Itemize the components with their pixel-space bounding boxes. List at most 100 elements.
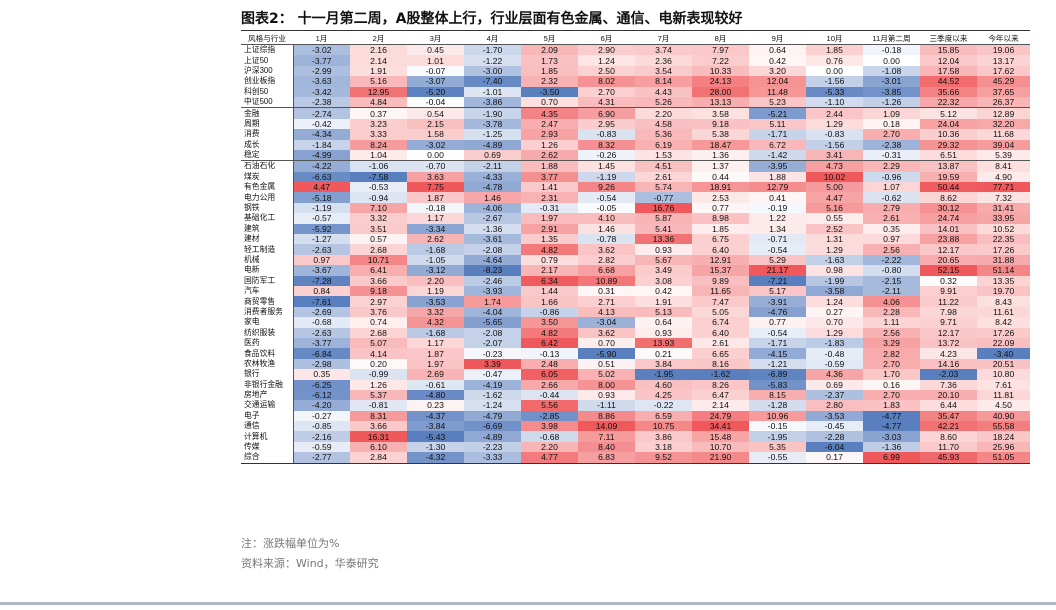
value-cell: 21.17 [749,265,806,276]
value-cell: -1.24 [464,400,521,411]
value-cell: 3.51 [350,223,407,235]
value-cell: -4.77 [863,410,920,422]
value-cell: -0.26 [578,149,635,162]
value-cell: -0.54 [749,327,806,338]
value-cell: 0.79 [521,254,578,266]
value-cell: -4.64 [464,254,521,266]
value-cell: 0.42 [749,55,806,66]
value-cell: -6.69 [464,421,521,432]
value-cell: 2.15 [407,118,464,130]
value-cell: -4.20 [293,400,350,411]
value-cell: 1.45 [578,160,635,172]
value-cell: 8.86 [578,410,635,422]
value-cell: 2.84 [350,452,407,464]
value-cell: 29.32 [920,139,977,150]
value-cell: 0.18 [863,118,920,130]
value-cell: 2.09 [521,44,578,56]
value-cell: 0.31 [578,285,635,297]
value-cell: -2.85 [521,410,578,422]
value-cell: 8.43 [977,296,1030,307]
value-cell: 40.90 [977,410,1030,422]
value-cell: 55.58 [977,421,1030,432]
value-cell: -2.38 [293,96,350,109]
row-label: 机械 [241,254,294,266]
value-cell: -0.19 [749,202,806,214]
value-cell: -3.02 [407,139,464,150]
value-cell: 13.72 [920,337,977,349]
value-cell: 7.61 [977,379,1030,390]
value-cell: 3.63 [407,171,464,183]
value-cell: 13.17 [977,55,1030,66]
value-cell: 0.23 [407,400,464,411]
value-cell: 30.12 [920,202,977,214]
value-cell: 2.20 [635,107,692,119]
value-cell: 3.58 [692,107,749,119]
value-cell: -3.33 [464,452,521,464]
table-row: 电子 -0.27 8.31 -4.37 -4.79 -2.85 8.86 6.59 24.79 1… [241,410,1030,422]
value-cell: 24.74 [920,213,977,224]
value-cell: 1.91 [635,296,692,307]
value-cell: 19.06 [977,44,1030,56]
value-cell: -5.43 [407,431,464,442]
value-cell: -1.95 [749,431,806,442]
value-cell: 35.47 [920,410,977,422]
value-cell: 9.89 [692,275,749,286]
value-cell: 12.17 [920,244,977,255]
value-cell: 1.36 [692,149,749,162]
value-cell: 4.50 [977,400,1030,411]
column-header: 7月 [635,33,692,45]
value-cell: -2.08 [464,244,521,255]
value-cell: -1.28 [749,400,806,411]
value-cell: 4.77 [521,452,578,464]
value-cell: 9.18 [692,118,749,130]
value-cell: -4.89 [464,431,521,442]
value-cell: -3.00 [464,65,521,77]
value-cell: 9.52 [635,452,692,464]
value-cell: 14.01 [920,223,977,235]
value-cell: 17.26 [977,327,1030,338]
row-label: 中证500 [241,96,294,109]
value-cell: -0.23 [464,348,521,359]
footer-bar [0,602,1056,605]
value-cell: 0.69 [806,379,863,390]
value-cell: 33.95 [977,213,1030,224]
value-cell: 2.61 [635,171,692,183]
row-label: 稳定 [241,149,294,162]
value-cell: 12.95 [350,86,407,97]
source-note: 资料来源：Wind，华泰研究 [241,557,379,570]
value-cell: 4.14 [350,348,407,359]
value-cell: 3.74 [635,44,692,56]
value-cell: 5.17 [749,285,806,297]
value-cell: 4.51 [635,160,692,172]
value-cell: 0.27 [806,306,863,318]
value-cell: 0.00 [407,149,464,162]
value-cell: -4.77 [863,421,920,432]
value-cell: -3.78 [464,118,521,130]
table-row: 钢铁 -1.19 7.10 -0.18 -4.06 -0.31 -0.05 16.76 0.77… [241,202,1030,214]
value-cell: 0.64 [635,317,692,328]
value-cell: 2.79 [863,202,920,214]
value-cell: 3.39 [464,358,521,370]
table-row: 中证500 -2.38 4.84 -0.04 -3.86 0.70 4.31 5.26 13.1… [241,96,1030,109]
value-cell: 1.88 [521,160,578,172]
value-cell: -7.58 [350,171,407,183]
row-label: 建材 [241,234,294,245]
value-cell: 4.13 [578,306,635,318]
row-label: 创业板指 [241,76,294,87]
value-cell: 5.26 [635,96,692,109]
value-cell: 0.44 [692,171,749,183]
value-cell: -3.34 [407,223,464,235]
value-cell: -2.38 [863,139,920,150]
value-cell: 1.88 [749,171,806,183]
column-header: 4月 [464,33,521,45]
value-cell: 42.21 [920,421,977,432]
value-cell: -6.63 [293,171,350,183]
value-cell: 2.95 [578,118,635,130]
value-cell: -1.01 [464,86,521,97]
value-cell: 13.35 [977,275,1030,286]
value-cell: -1.62 [464,389,521,401]
value-cell: 2.68 [350,244,407,255]
value-cell: 5.67 [635,254,692,266]
value-cell: -5.65 [464,317,521,328]
value-cell: 24.13 [692,76,749,87]
